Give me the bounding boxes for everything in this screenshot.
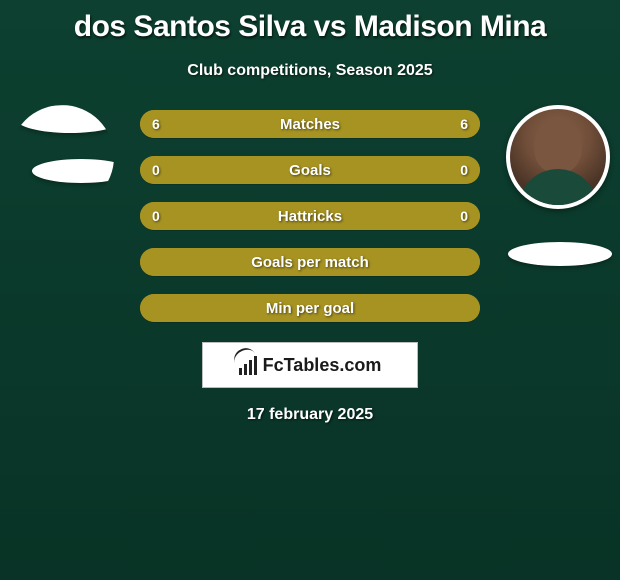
player-right-avatar (506, 105, 610, 209)
snapshot-date: 17 february 2025 (0, 406, 620, 424)
placeholder-shape (32, 159, 114, 183)
branding-text: FcTables.com (263, 355, 382, 376)
placeholder-shape (508, 242, 612, 266)
stat-value-left: 0 (152, 162, 160, 178)
comparison-panel: Matches66Goals00Hattricks00Goals per mat… (0, 110, 620, 424)
stat-bar: Matches6 6 (140, 110, 480, 138)
stat-bar: Goals per match (140, 248, 480, 276)
stat-label: Hattricks (140, 208, 480, 225)
stat-value-left: 6 (152, 116, 160, 132)
stat-bar: Goals0 0 (140, 156, 480, 184)
stats-bars: Matches66Goals00Hattricks00Goals per mat… (140, 110, 480, 322)
stat-value-left: 0 (152, 208, 160, 224)
player-left-avatar (10, 105, 114, 209)
stat-bar: Min per goal (140, 294, 480, 322)
placeholder-shape (16, 105, 114, 133)
stat-label: Goals per match (140, 254, 480, 271)
stat-value-right: 0 (460, 162, 468, 178)
stat-label: Min per goal (140, 300, 480, 317)
stat-value-right: 0 (460, 208, 468, 224)
stat-value-right: 6 (460, 116, 468, 132)
page-title: dos Santos Silva vs Madison Mina (0, 0, 620, 44)
branding-badge: FcTables.com (202, 342, 418, 388)
stat-label: Matches (140, 116, 480, 133)
stat-bar: Hattricks0 0 (140, 202, 480, 230)
stat-label: Goals (140, 162, 480, 179)
avatar-portrait (510, 109, 606, 205)
subtitle: Club competitions, Season 2025 (0, 62, 620, 80)
fctables-logo-icon (239, 355, 257, 375)
